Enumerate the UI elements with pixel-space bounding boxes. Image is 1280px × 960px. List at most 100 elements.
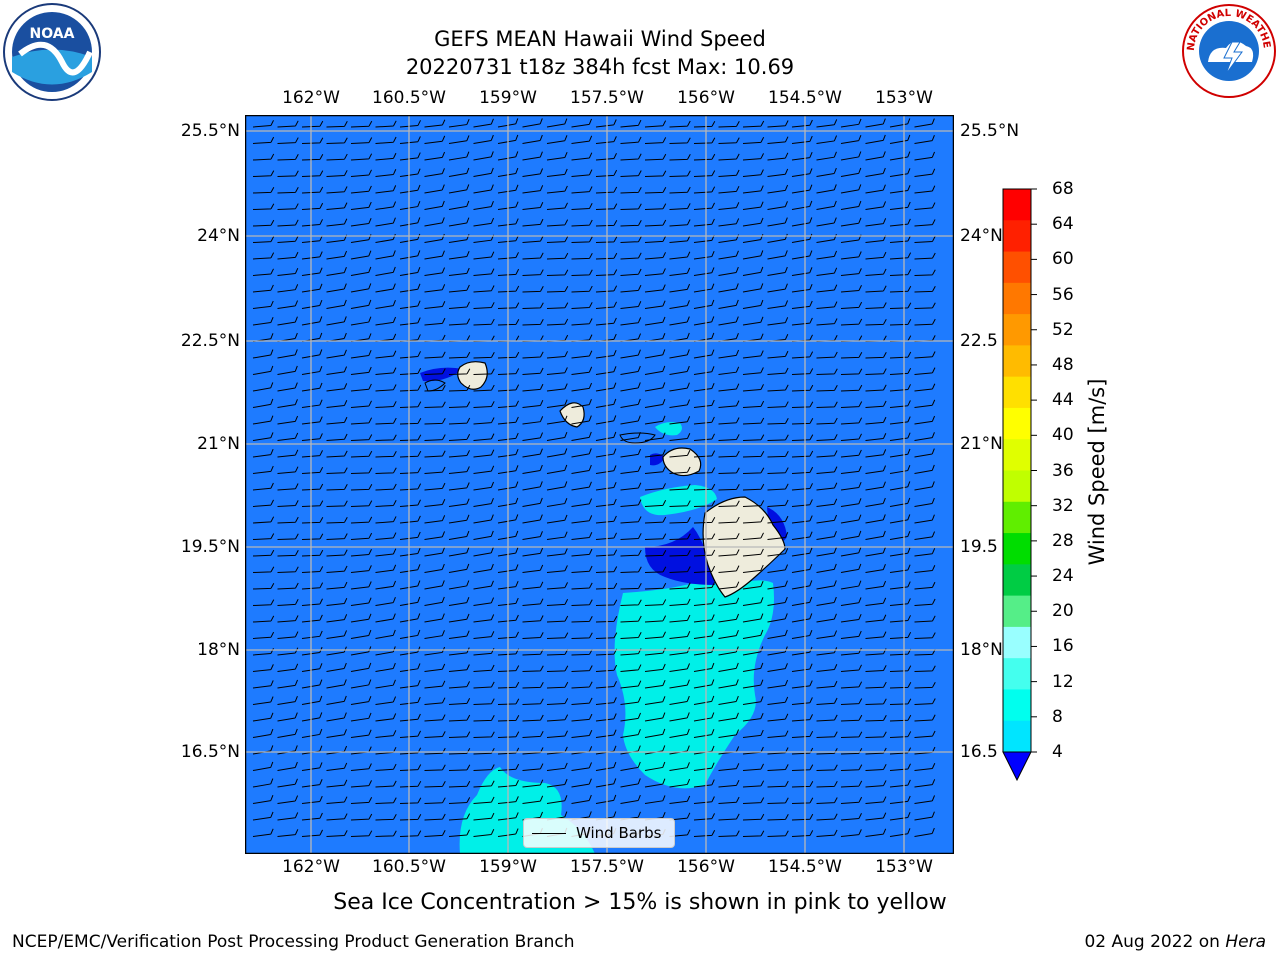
wind-barb [791, 714, 813, 722]
wind-barb [277, 829, 299, 837]
wind-barb [889, 481, 911, 491]
wind-barb [840, 630, 862, 639]
wind-barb [620, 186, 642, 194]
wind-barb [914, 383, 936, 392]
wind-barb [424, 119, 446, 128]
wind-barb [595, 252, 618, 260]
wind-barb [742, 434, 765, 441]
wind-barb [840, 134, 862, 144]
wind-barb [791, 764, 814, 771]
wind-barb [375, 662, 396, 672]
wind-barb [669, 203, 691, 210]
wind-barb [693, 283, 715, 293]
wind-barb [473, 498, 494, 507]
wind-barb [889, 598, 911, 606]
wind-barb [816, 697, 838, 705]
wind-barb [497, 763, 520, 771]
wind-barb [473, 647, 495, 656]
wind-barb [473, 302, 495, 309]
wind-barb [620, 712, 642, 722]
wind-barb [571, 448, 592, 458]
wind-barb [620, 794, 641, 804]
wind-barb [350, 813, 373, 821]
wind-barb [595, 153, 617, 161]
colorbar-segment [1003, 720, 1031, 753]
wind-barb [816, 797, 838, 804]
wind-barb [620, 499, 642, 507]
wind-barb [473, 201, 494, 210]
wind-barb [791, 629, 813, 639]
wind-barb [620, 236, 642, 243]
wind-barb [718, 813, 740, 821]
wind-barb [448, 530, 470, 540]
wind-barb [424, 317, 446, 326]
wind-barb [522, 318, 544, 326]
wind-barb [620, 432, 641, 441]
wind-barb [620, 284, 642, 293]
wind-barb [914, 118, 935, 128]
wind-barb [644, 153, 667, 161]
wind-barb [497, 252, 519, 260]
wind-barb [693, 533, 716, 540]
wind-barb [497, 285, 520, 293]
wind-barb [350, 629, 372, 639]
wind-barb [742, 350, 764, 359]
wind-barb [350, 349, 372, 359]
wind-barb [669, 349, 690, 359]
wind-barb [375, 500, 397, 507]
map-legend: Wind Barbs [523, 818, 675, 848]
wind-barb [277, 615, 299, 623]
wind-barb [424, 151, 446, 161]
wind-barb [718, 185, 740, 194]
wind-barb [889, 285, 912, 293]
wind-barb [767, 317, 789, 326]
wind-barb [350, 679, 372, 689]
wind-barb [497, 796, 519, 804]
wind-barb [889, 448, 911, 458]
wind-barb [693, 316, 715, 326]
wind-barb [840, 498, 862, 507]
wind-barb [840, 217, 862, 227]
wind-barb [840, 417, 863, 425]
wind-barb [350, 613, 372, 623]
wind-barb [448, 697, 471, 705]
wind-barb [522, 714, 544, 722]
wind-barb [914, 135, 935, 144]
wind-barb [620, 648, 642, 656]
wind-barb [375, 613, 396, 623]
wind-barb [571, 285, 593, 293]
wind-barb [326, 450, 348, 458]
wind-barb [424, 401, 446, 408]
wind-barb [669, 449, 691, 458]
wind-barb [497, 597, 519, 606]
wind-barb [277, 566, 299, 573]
wind-barb [448, 547, 470, 557]
wind-barb [816, 596, 837, 606]
wind-barb [889, 269, 912, 276]
wind-barb [791, 613, 813, 623]
wind-barb [252, 365, 274, 375]
wind-barb [595, 285, 618, 293]
wind-barb [277, 203, 299, 210]
wind-barb [350, 467, 373, 474]
wind-barb [914, 665, 936, 672]
wind-barb [277, 432, 299, 441]
wind-barb [693, 813, 715, 821]
wind-barb [889, 319, 912, 326]
lon-tick-label-top: 157.5°W [570, 88, 644, 108]
wind-barb [448, 780, 471, 788]
wind-barb [791, 351, 814, 359]
wind-barb [865, 449, 887, 458]
island-molokai [619, 432, 656, 444]
wind-barb [693, 679, 715, 689]
wind-barb [889, 432, 911, 441]
wind-barb [326, 796, 348, 804]
wind-barb [375, 580, 397, 590]
wind-barb [620, 153, 642, 161]
wind-barb [742, 830, 765, 837]
lon-tick-label-bottom: 157.5°W [570, 857, 644, 877]
wind-barb [791, 434, 814, 441]
wind-barb [424, 830, 446, 837]
wind-barb [497, 828, 519, 837]
wind-barb [571, 269, 593, 276]
